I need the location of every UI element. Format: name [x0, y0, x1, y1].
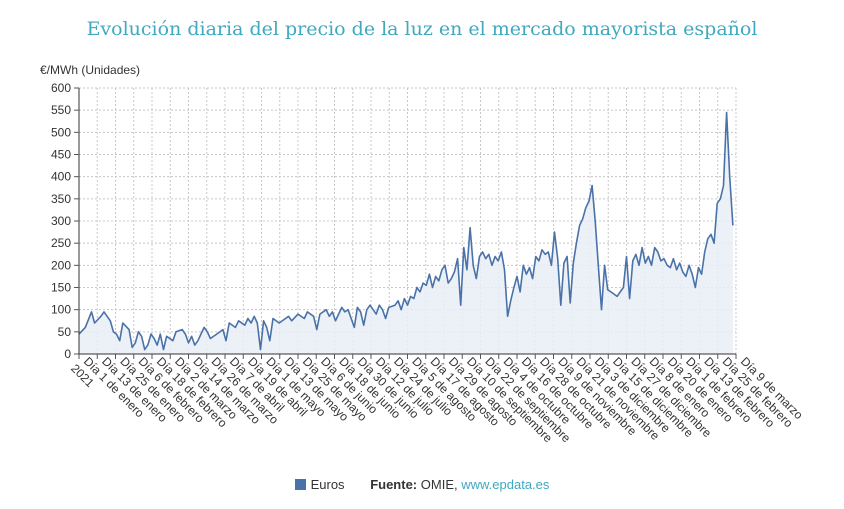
y-tick-label: 350: [51, 192, 71, 206]
y-tick-label: 300: [51, 214, 71, 228]
y-ticks: 0 50 100 150 200 250 300 350 400 450 500 550 600: [51, 81, 79, 361]
legend: Euros Fuente: OMIE, www.epdata.es: [0, 477, 844, 492]
y-tick-label: 500: [51, 125, 71, 139]
y-tick-label: 0: [64, 347, 71, 361]
y-tick-label: 50: [58, 325, 72, 339]
y-tick-label: 550: [51, 103, 71, 117]
source-label: Fuente:: [370, 477, 418, 492]
source-text: OMIE,: [420, 477, 458, 492]
series-area: [78, 111, 734, 355]
y-axis-label: €/MWh (Unidades): [40, 63, 141, 77]
y-tick-label: 450: [51, 148, 71, 162]
y-tick-label: 100: [51, 303, 71, 317]
source-link[interactable]: www.epdata.es: [461, 477, 550, 492]
series-line-euros: [78, 111, 734, 351]
legend-swatch: [294, 479, 306, 490]
y-tick-label: 600: [51, 81, 71, 95]
legend-label-euros: Euros: [310, 477, 345, 492]
chart-title: Evolución diaria del precio de la luz en…: [86, 18, 758, 40]
y-tick-label: 400: [51, 170, 71, 184]
y-tick-label: 250: [51, 236, 71, 250]
y-tick-label: 150: [51, 281, 71, 295]
series-area-fill: [79, 112, 733, 355]
y-tick-label: 200: [51, 258, 71, 272]
source-note: Fuente: OMIE, www.epdata.es: [370, 477, 549, 492]
